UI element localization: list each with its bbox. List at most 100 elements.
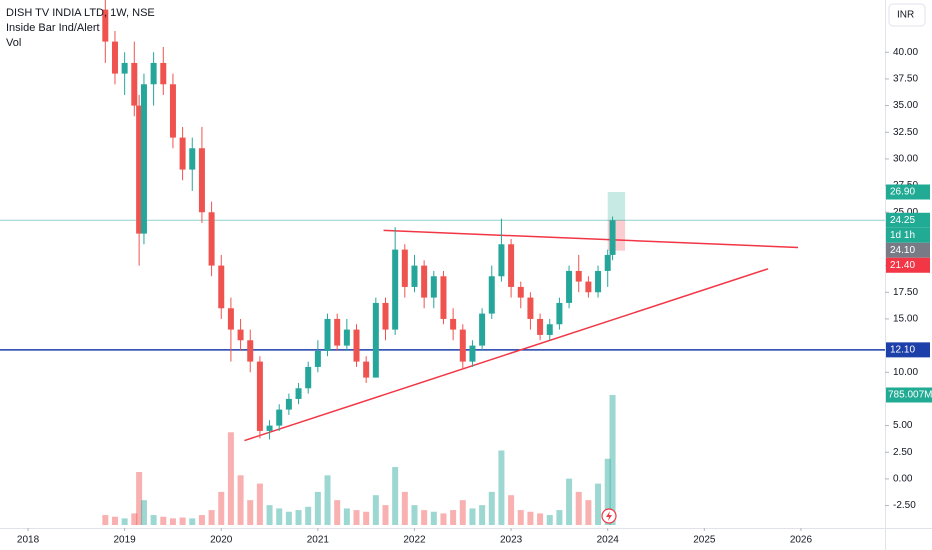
candle-body <box>334 318 341 346</box>
volume-bar <box>111 516 118 525</box>
price-label <box>886 184 930 200</box>
volume-bar <box>401 491 408 525</box>
candle-body <box>440 276 447 319</box>
candle-body <box>537 318 544 335</box>
candle-body <box>256 361 263 431</box>
volume-bar <box>160 516 167 525</box>
volume-bar <box>256 483 263 525</box>
volume-bar <box>121 518 128 525</box>
candle-body <box>179 137 186 170</box>
volume-bar <box>314 491 321 525</box>
volume-bar <box>479 505 486 525</box>
currency-button[interactable] <box>888 3 926 27</box>
price-label <box>886 242 930 258</box>
x-tick-label: 2022 <box>403 535 426 546</box>
candle-body <box>314 350 321 367</box>
indicator-name: Vol <box>6 37 21 49</box>
volume-bar <box>527 511 534 525</box>
volume-bar <box>459 500 466 525</box>
candle-body <box>266 425 273 431</box>
volume-bar <box>285 511 292 525</box>
y-tick-label: 25.00 <box>893 207 918 218</box>
y-tick-label: 32.50 <box>893 127 918 138</box>
candle-body <box>285 398 292 410</box>
volume-bar <box>179 517 186 525</box>
candle-body <box>198 148 205 213</box>
y-tick-label: 17.50 <box>893 287 918 298</box>
y-tick-label: 30.00 <box>893 154 918 165</box>
volume-bar <box>237 475 244 525</box>
volume-bar <box>227 432 234 525</box>
currency-label[interactable]: INR <box>897 10 914 21</box>
candle-body <box>305 366 312 389</box>
position-target <box>607 192 626 221</box>
countdown-label <box>886 227 930 243</box>
candle-body <box>498 244 505 277</box>
candle-body <box>189 148 196 170</box>
chart-title: DISH TV INDIA LTD, 1W, NSE <box>6 7 155 19</box>
volume-bar <box>102 515 109 525</box>
price-label-text: 21.40 <box>890 260 915 271</box>
volume-bar <box>382 505 389 525</box>
candle-body <box>227 308 234 330</box>
volume-bar <box>421 510 428 525</box>
alert-icon[interactable] <box>601 508 617 524</box>
y-tick-label: 40.00 <box>893 47 918 58</box>
volume-bar <box>198 515 205 525</box>
volume-bar <box>440 513 447 525</box>
volume-bar <box>537 513 544 525</box>
volume-bar <box>169 518 176 525</box>
volume-bar <box>498 450 505 525</box>
x-tick-label: 2020 <box>210 535 233 546</box>
volume-bar <box>575 491 582 525</box>
volume-bar <box>305 506 312 525</box>
price-label <box>886 212 930 228</box>
volume-bar <box>595 483 602 525</box>
y-tick-label: 37.50 <box>893 74 918 85</box>
plot-area <box>0 0 885 525</box>
y-tick-label: 2.50 <box>893 447 913 458</box>
candle-body <box>585 281 592 293</box>
candle-body <box>517 286 524 298</box>
candle-body <box>566 270 573 303</box>
volume-bar <box>488 491 495 525</box>
volume-bar <box>295 510 302 525</box>
x-tick-label: 2024 <box>597 535 620 546</box>
volume-bar <box>546 515 553 525</box>
alert-bolt[interactable] <box>606 511 612 521</box>
candle-body <box>459 329 466 362</box>
volume-bar <box>372 495 379 525</box>
volume-bar <box>136 472 143 525</box>
y-tick-label: 15.00 <box>893 314 918 325</box>
volume-bar <box>131 513 138 525</box>
y-tick-label: -2.50 <box>893 500 916 511</box>
price-label-text: 24.10 <box>890 245 915 256</box>
volume-bar <box>324 475 331 525</box>
x-tick-label: 2025 <box>693 535 716 546</box>
price-label <box>886 257 930 273</box>
candle-body <box>324 318 331 351</box>
countdown-text: 1d 1h <box>890 230 915 241</box>
volume-bar <box>585 500 592 525</box>
candle-body <box>102 9 109 42</box>
volume-bar <box>508 495 515 525</box>
candle-body <box>247 340 254 362</box>
volume-bar <box>208 510 215 525</box>
x-tick-label: 2023 <box>500 535 523 546</box>
candle-body <box>488 276 495 314</box>
y-tick-label: 0.00 <box>893 474 913 485</box>
candle-body <box>160 62 167 85</box>
candle-body <box>276 409 283 426</box>
candle-body <box>208 212 215 266</box>
candle-body <box>469 345 476 362</box>
candle-body <box>595 270 602 293</box>
candle-body <box>121 62 128 74</box>
candle-body <box>421 265 428 298</box>
volume-bar <box>363 511 370 525</box>
candle-body <box>450 318 457 330</box>
x-tick-label: 2018 <box>17 535 40 546</box>
candle-body <box>575 270 582 282</box>
candle-body <box>150 62 157 85</box>
volume-bar <box>334 500 341 525</box>
